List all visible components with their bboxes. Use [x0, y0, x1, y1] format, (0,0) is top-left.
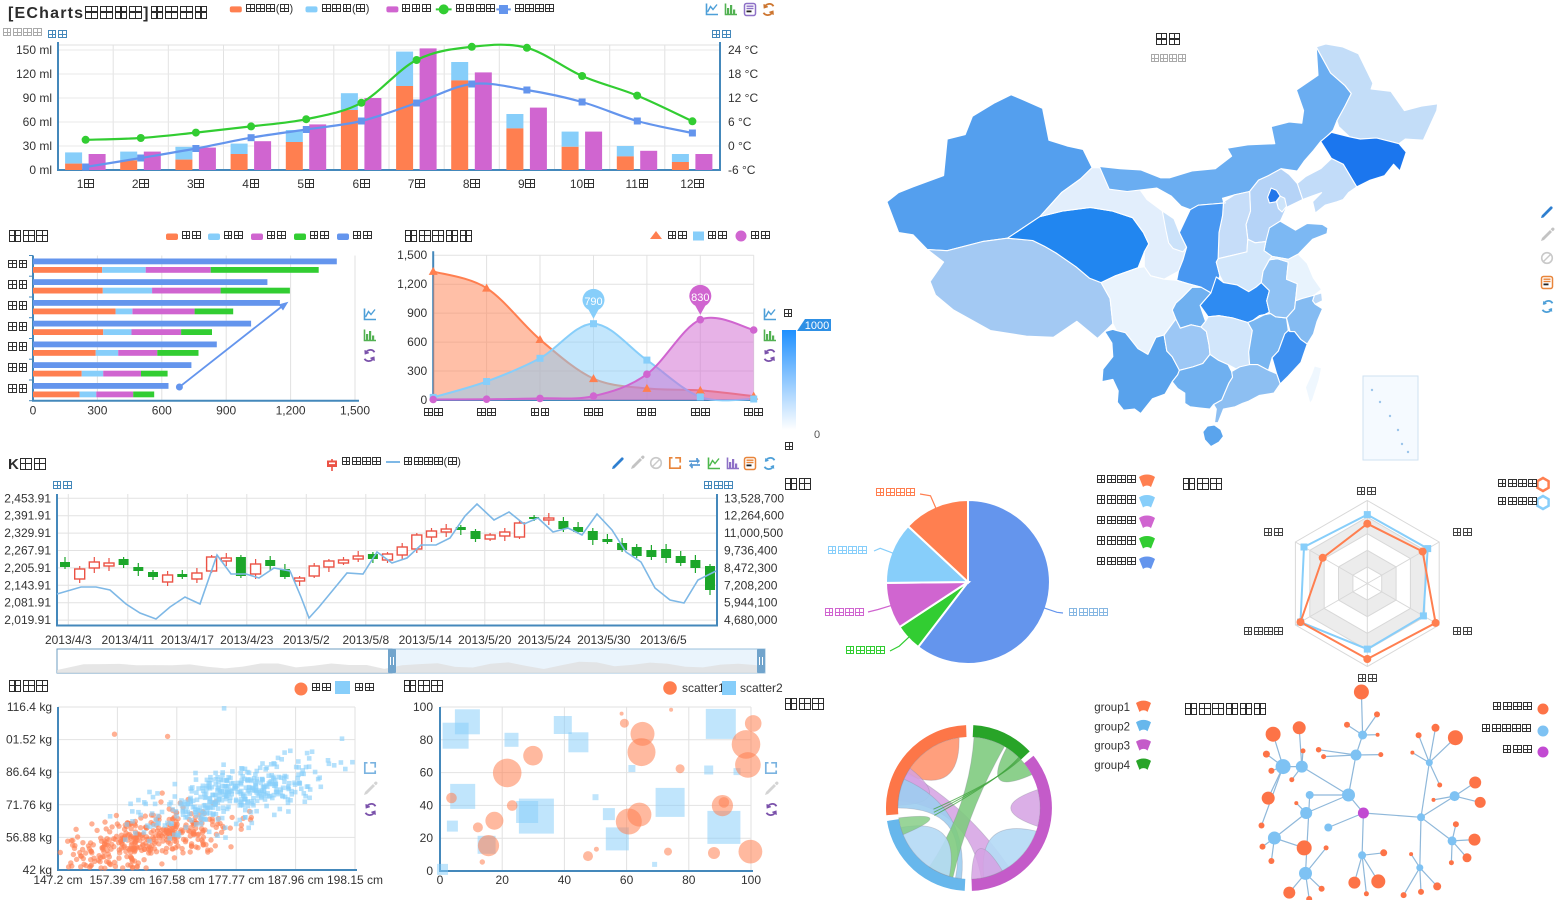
svg-text:187.96 cm: 187.96 cm	[268, 873, 324, 887]
svg-text:1,200: 1,200	[397, 277, 427, 291]
svg-text:2013/4/17: 2013/4/17	[161, 633, 215, 647]
svg-text:600: 600	[152, 404, 172, 418]
svg-text:6 °C: 6 °C	[728, 115, 752, 129]
svg-text:60: 60	[420, 766, 434, 780]
svg-text:40: 40	[420, 798, 434, 812]
svg-text:2013/5/2: 2013/5/2	[283, 633, 330, 647]
svg-text:900: 900	[407, 306, 427, 320]
svg-text:2013/5/8: 2013/5/8	[342, 633, 389, 647]
svg-text:9,736,400: 9,736,400	[724, 544, 778, 558]
svg-text:2,453.91: 2,453.91	[4, 491, 51, 505]
svg-text:2013/5/30: 2013/5/30	[577, 633, 631, 647]
svg-text:20: 20	[496, 873, 510, 887]
svg-text:1,200: 1,200	[276, 404, 306, 418]
svg-text:1000: 1000	[805, 320, 829, 332]
svg-text:2,019.91: 2,019.91	[4, 613, 51, 627]
svg-text:11,000,500: 11,000,500	[724, 526, 783, 540]
svg-text:8,472,300: 8,472,300	[724, 561, 778, 575]
svg-text:24 °C: 24 °C	[728, 43, 758, 57]
svg-text:12 °C: 12 °C	[728, 91, 758, 105]
svg-text:group3: group3	[1094, 741, 1130, 753]
svg-text:100: 100	[741, 873, 761, 887]
svg-text:2,143.91: 2,143.91	[4, 578, 51, 592]
svg-text:2,267.91: 2,267.91	[4, 544, 51, 558]
svg-text:60 ml: 60 ml	[23, 115, 52, 129]
svg-text:2013/5/24: 2013/5/24	[518, 633, 572, 647]
svg-text:2013/4/11: 2013/4/11	[102, 633, 155, 647]
svg-text:42 kg: 42 kg	[23, 863, 52, 877]
svg-text:30 ml: 30 ml	[23, 139, 52, 153]
svg-text:1,500: 1,500	[340, 404, 370, 418]
svg-text:20: 20	[420, 831, 434, 845]
svg-text:13,528,700: 13,528,700	[724, 491, 784, 505]
svg-text:80: 80	[420, 733, 434, 747]
svg-text:0: 0	[30, 404, 37, 418]
svg-text:167.58 cm: 167.58 cm	[149, 873, 205, 887]
svg-text:0: 0	[426, 864, 433, 878]
svg-text:2013/4/3: 2013/4/3	[45, 633, 92, 647]
svg-text:01.52 kg: 01.52 kg	[6, 733, 52, 747]
svg-text:12,264,600: 12,264,600	[724, 509, 784, 523]
svg-text:2013/5/14: 2013/5/14	[399, 633, 453, 647]
svg-text:177.77 cm: 177.77 cm	[208, 873, 264, 887]
svg-text:0 °C: 0 °C	[728, 139, 752, 153]
svg-text:0: 0	[437, 873, 444, 887]
svg-text:2013/5/20: 2013/5/20	[458, 633, 512, 647]
svg-text:group1: group1	[1094, 702, 1130, 714]
svg-text:116.4 kg: 116.4 kg	[7, 700, 52, 714]
svg-text:100: 100	[413, 700, 433, 714]
svg-text:0: 0	[421, 393, 428, 407]
svg-text:90 ml: 90 ml	[23, 91, 52, 105]
svg-text:60: 60	[620, 873, 634, 887]
svg-text:150 ml: 150 ml	[16, 43, 52, 57]
svg-text:scatter2: scatter2	[740, 681, 783, 695]
svg-text:147.2 cm: 147.2 cm	[33, 873, 82, 887]
svg-text:7,208,200: 7,208,200	[724, 578, 778, 592]
svg-text:2013/6/5: 2013/6/5	[640, 633, 687, 647]
svg-text:-6 °C: -6 °C	[728, 163, 756, 177]
svg-text:900: 900	[216, 404, 236, 418]
svg-text:300: 300	[407, 364, 427, 378]
svg-text:2,205.91: 2,205.91	[4, 561, 51, 575]
svg-text:2013/4/23: 2013/4/23	[220, 633, 274, 647]
svg-text:157.39 cm: 157.39 cm	[89, 873, 145, 887]
svg-text:scatter1: scatter1	[682, 681, 725, 695]
svg-text:86.64 kg: 86.64 kg	[6, 765, 52, 779]
svg-text:1,500: 1,500	[397, 248, 427, 262]
svg-text:300: 300	[87, 404, 107, 418]
svg-text:790: 790	[584, 296, 602, 308]
svg-text:830: 830	[691, 292, 709, 304]
svg-text:0 ml: 0 ml	[29, 163, 52, 177]
svg-text:group2: group2	[1094, 721, 1130, 733]
svg-text:198.15 cm: 198.15 cm	[327, 873, 383, 887]
svg-text:4,680,000: 4,680,000	[724, 613, 778, 627]
svg-text:71.76 kg: 71.76 kg	[6, 798, 52, 812]
svg-text:40: 40	[558, 873, 572, 887]
svg-text:0: 0	[814, 429, 820, 441]
svg-text:group4: group4	[1094, 760, 1130, 772]
svg-text:18 °C: 18 °C	[728, 67, 758, 81]
svg-text:5,944,100: 5,944,100	[724, 596, 778, 610]
svg-text:2,329.91: 2,329.91	[4, 526, 51, 540]
svg-text:80: 80	[682, 873, 696, 887]
svg-text:56.88 kg: 56.88 kg	[6, 830, 52, 844]
svg-text:120 ml: 120 ml	[16, 67, 52, 81]
svg-text:2,081.91: 2,081.91	[4, 596, 51, 610]
svg-text:2,391.91: 2,391.91	[4, 509, 51, 523]
svg-text:600: 600	[407, 335, 427, 349]
